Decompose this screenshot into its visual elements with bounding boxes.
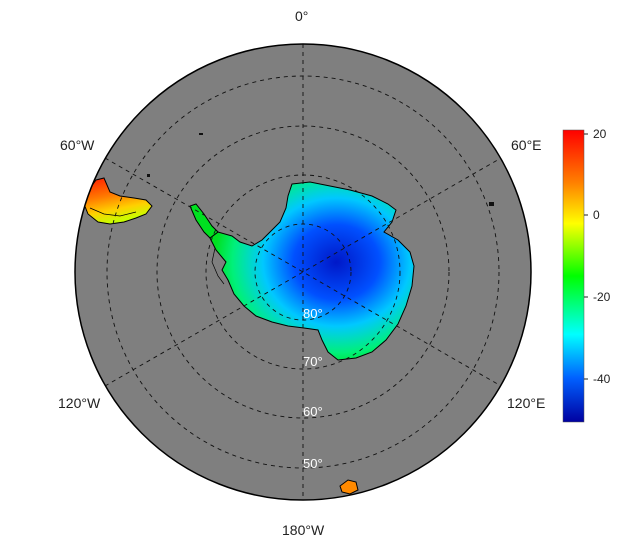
globe-outline	[74, 43, 532, 501]
lon-label-0: 0°	[295, 8, 309, 24]
colorbar-tick-minus-20: -20	[593, 290, 611, 304]
colorbar-tick-20: 20	[593, 127, 607, 141]
new-zealand-island	[339, 479, 359, 495]
lat-label-60: 60°	[303, 404, 323, 419]
colorbar	[562, 129, 585, 423]
lon-label-60w: 60°W	[60, 137, 95, 153]
lon-label-180w: 180°W	[282, 522, 325, 538]
lat-label-50: 50°	[303, 456, 323, 471]
lon-label-120w: 120°W	[58, 395, 101, 411]
lon-label-60e: 60°E	[511, 137, 542, 153]
colorbar-tick-minus-40: -40	[593, 372, 611, 386]
antarctica-landmass	[209, 181, 415, 361]
colorbar-tick-0: 0	[593, 208, 600, 222]
lon-label-120e: 120°E	[507, 395, 546, 411]
lat-label-70: 70°	[303, 354, 323, 369]
lat-label-80: 80°	[303, 306, 323, 321]
longitude-gridlines	[104, 44, 502, 500]
